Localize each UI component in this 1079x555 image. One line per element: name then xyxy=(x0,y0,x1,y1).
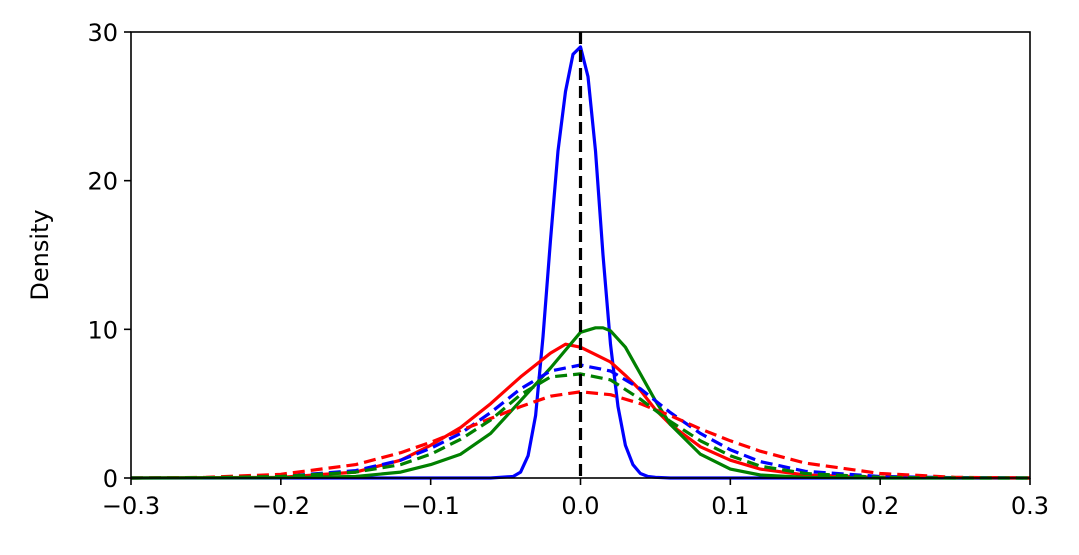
y-tick-label: 0 xyxy=(103,465,118,493)
x-tick-label: 0.1 xyxy=(711,492,749,520)
series-line-5 xyxy=(130,390,1031,480)
y-tick-label: 20 xyxy=(87,168,118,196)
y-axis: 0 10 20 30 xyxy=(87,19,131,493)
x-axis: −0.3 −0.2 −0.1 0.0 0.1 0.2 0.3 xyxy=(102,478,1049,520)
y-axis-label: Density xyxy=(26,209,54,300)
x-tick-label: 0.2 xyxy=(861,492,899,520)
x-tick-label: −0.2 xyxy=(252,492,310,520)
x-tick-label: 0.3 xyxy=(1011,492,1049,520)
series-line-3 xyxy=(130,326,1030,480)
series-line-2 xyxy=(130,342,1031,480)
x-tick-label: −0.3 xyxy=(102,492,160,520)
x-tick-label: 0.0 xyxy=(561,492,599,520)
y-tick-label: 30 xyxy=(87,19,118,47)
y-tick-label: 10 xyxy=(87,316,118,344)
series-line-1 xyxy=(131,45,1030,480)
series-line-6 xyxy=(130,372,1030,480)
series-lines xyxy=(130,45,1031,480)
x-tick-label: −0.1 xyxy=(402,492,460,520)
